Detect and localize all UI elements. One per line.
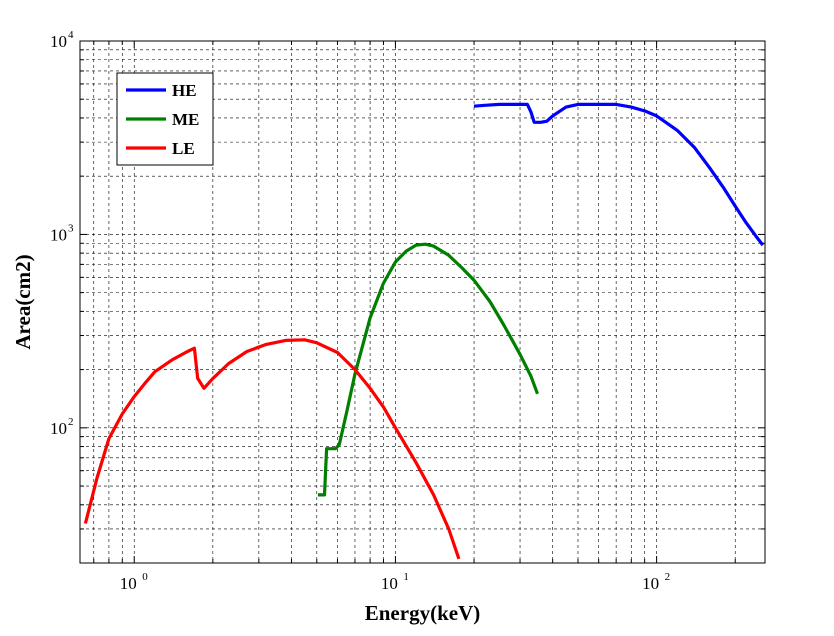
- grid-lines: [80, 41, 765, 563]
- x-tick-label: 10: [642, 574, 659, 593]
- y-tick-label: 10: [50, 419, 67, 438]
- legend-label-le: LE: [172, 139, 195, 158]
- y-axis-title: Area(cm2): [11, 254, 35, 349]
- x-tick-label: 10: [381, 574, 398, 593]
- axis-ticks: 10 0 10 1 10 210 210 310 4: [50, 29, 765, 593]
- series-line-le: [83, 338, 461, 560]
- legend-label-he: HE: [172, 81, 197, 100]
- series-lines: [83, 102, 765, 560]
- legend: HE ME LE: [116, 72, 214, 166]
- legend-label-me: ME: [172, 110, 199, 129]
- x-tick-exponent: 0: [142, 571, 148, 583]
- x-axis-title: Energy(keV): [365, 601, 480, 625]
- x-tick-exponent: 2: [665, 571, 671, 583]
- y-tick-exponent: 4: [68, 29, 74, 41]
- x-tick-exponent: 1: [403, 571, 409, 583]
- y-tick-label: 10: [50, 32, 67, 51]
- y-tick-exponent: 3: [68, 222, 74, 234]
- y-tick-label: 10: [50, 225, 67, 244]
- plot-frame: [79, 40, 766, 564]
- y-tick-exponent: 2: [68, 416, 74, 428]
- series-line-me: [317, 242, 539, 497]
- x-tick-label: 10: [120, 574, 137, 593]
- series-line-he: [473, 102, 765, 247]
